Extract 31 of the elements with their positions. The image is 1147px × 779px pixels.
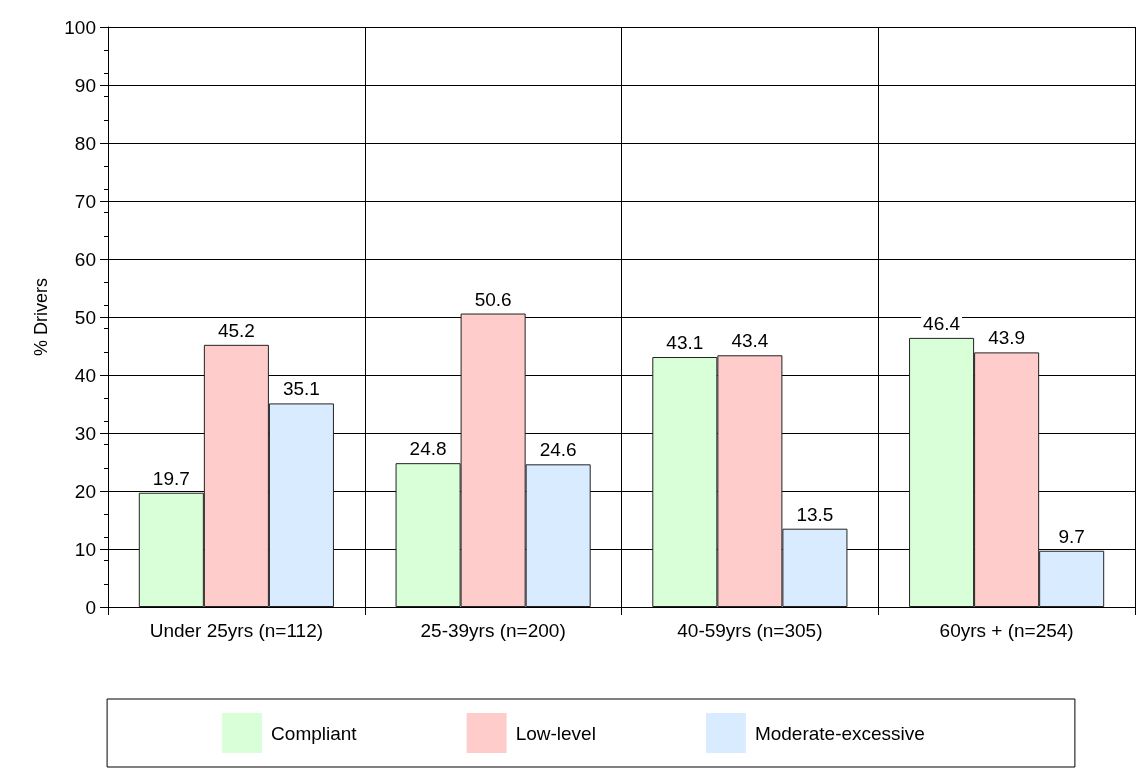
y-tick-label: 80 <box>74 132 96 154</box>
data-label: 50.6 <box>474 288 512 310</box>
data-label: 45.2 <box>217 319 255 341</box>
x-tick-label: 25-39yrs (n=200) <box>420 620 566 641</box>
y-tick-label: 10 <box>74 538 96 560</box>
x-tick-label: 40-59yrs (n=305) <box>677 620 823 641</box>
y-tick-label: 50 <box>74 306 96 328</box>
y-tick-label: 20 <box>74 480 96 502</box>
y-tick-label: 60 <box>74 248 96 270</box>
y-tick-label: 70 <box>74 190 96 212</box>
data-label: 9.7 <box>1058 525 1085 547</box>
y-tick-label: 40 <box>74 364 96 386</box>
data-label: 24.6 <box>539 439 577 461</box>
data-label: 43.9 <box>988 327 1026 349</box>
y-axis-title: % Drivers <box>31 277 51 357</box>
legend-label: Moderate-excessive <box>754 722 925 744</box>
y-tick-label: 100 <box>64 16 96 38</box>
legend-label: Low-level <box>515 722 596 744</box>
data-label: 19.7 <box>152 467 190 489</box>
data-label: 43.4 <box>731 330 769 352</box>
data-label: 43.1 <box>666 332 704 354</box>
y-tick-label: 30 <box>74 422 96 444</box>
y-tick-label: 0 <box>85 596 96 618</box>
x-tick-label: 60yrs + (n=254) <box>939 620 1074 641</box>
legend-label: Compliant <box>271 722 358 744</box>
data-label: 46.4 <box>923 312 961 334</box>
data-label: 13.5 <box>796 503 834 525</box>
x-tick-label: Under 25yrs (n=112) <box>149 620 324 641</box>
y-tick-label: 90 <box>74 74 96 96</box>
data-label: 35.1 <box>282 378 320 400</box>
data-label: 24.8 <box>409 438 447 460</box>
